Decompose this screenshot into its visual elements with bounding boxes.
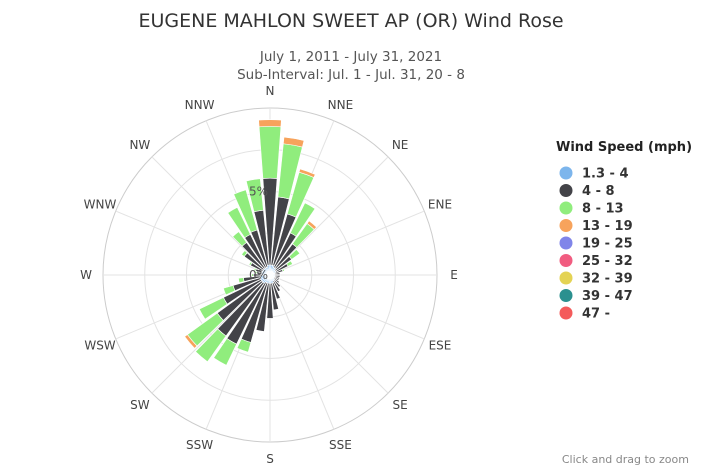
wind-bar-150deg-series-1[interactable] xyxy=(272,280,281,292)
legend-item-7[interactable]: 39 - 47 xyxy=(582,289,633,304)
wind-bar-170deg-series-1[interactable] xyxy=(270,282,279,311)
legend-item-2[interactable]: 8 - 13 xyxy=(582,202,624,217)
direction-label-wsw: WSW xyxy=(84,338,115,352)
legend-swatch-5[interactable] xyxy=(559,254,573,267)
legend-swatch-4[interactable] xyxy=(559,236,573,250)
wind-bar-330deg-series-2[interactable] xyxy=(227,206,251,239)
legend: Wind Speed (mph) 1.3 - 4 4 - 8 8 - 13 13 - … xyxy=(556,140,692,322)
direction-label-ssw: SSW xyxy=(186,438,213,452)
legend-item-0[interactable]: 1.3 - 4 xyxy=(582,167,629,182)
legend-swatch-3[interactable] xyxy=(559,219,573,232)
wind-bar-20deg-series-3[interactable] xyxy=(298,168,316,178)
wind-bar-200deg-series-2[interactable] xyxy=(236,338,252,353)
wind-bar-300deg-series-2[interactable] xyxy=(248,261,253,266)
wind-bar-310deg-series-2[interactable] xyxy=(241,250,248,257)
wind-bars xyxy=(184,119,317,366)
zoom-hint: Click and drag to zoom xyxy=(562,453,689,466)
grid-spoke xyxy=(115,210,271,276)
wind-bar-210deg-series-2[interactable] xyxy=(213,338,237,366)
legend-swatch-6[interactable] xyxy=(559,271,573,285)
wind-bar-10deg-series-3[interactable] xyxy=(283,136,305,148)
direction-label-ese: ESE xyxy=(429,338,452,352)
wind-bar-280deg-series-2[interactable] xyxy=(254,270,258,274)
grid-spoke xyxy=(269,274,389,394)
wind-bar-230deg-series-3[interactable] xyxy=(184,334,198,349)
grid-spoke xyxy=(151,156,271,276)
wind-bar-220deg-series-2[interactable] xyxy=(195,328,227,363)
legend-title: Wind Speed (mph) xyxy=(556,140,692,155)
direction-label-ene: ENE xyxy=(428,198,452,212)
ring-labels: 0% 5% xyxy=(249,185,268,283)
wind-bar-340deg-series-2[interactable] xyxy=(233,189,258,233)
legend-item-3[interactable]: 13 - 19 xyxy=(582,219,633,234)
direction-label-nne: NNE xyxy=(328,98,354,112)
direction-label-nw: NW xyxy=(129,138,150,152)
grid-spoke xyxy=(269,156,389,276)
legend-item-8[interactable]: 47 - xyxy=(582,307,610,322)
legend-swatch-7[interactable] xyxy=(559,289,573,302)
chart-subtitle-date-range: July 1, 2011 - July 31, 2021 xyxy=(259,49,442,65)
grid-spoke xyxy=(269,274,335,430)
wind-bar-320deg-series-2[interactable] xyxy=(232,231,247,247)
direction-label-s: S xyxy=(266,452,274,466)
wind-bar-40deg-series-3[interactable] xyxy=(306,220,317,230)
wind-bar-70deg-series-2[interactable] xyxy=(281,268,285,272)
wind-bar-130deg-series-1[interactable] xyxy=(273,277,280,284)
legend-swatch-1[interactable] xyxy=(559,184,573,197)
legend-item-6[interactable]: 32 - 39 xyxy=(582,272,633,287)
direction-label-e: E xyxy=(450,268,458,282)
chart-subtitle-sub-interval: Sub-Interval: Jul. 1 - Jul. 31, 20 - 8 xyxy=(237,67,465,83)
direction-label-se: SE xyxy=(393,398,408,412)
wind-bar-350deg-series-2[interactable] xyxy=(245,178,264,213)
wind-bar-160deg-series-1[interactable] xyxy=(271,282,281,300)
legend-item-5[interactable]: 25 - 32 xyxy=(582,254,633,269)
direction-label-n: N xyxy=(266,84,275,98)
direction-label-sse: SSE xyxy=(329,438,352,452)
direction-label-wnw: WNW xyxy=(84,198,117,212)
wind-bar-290deg-series-2[interactable] xyxy=(253,267,257,272)
legend-item-4[interactable]: 19 - 25 xyxy=(582,237,633,252)
grid-spoke xyxy=(269,274,425,340)
legend-item-1[interactable]: 4 - 8 xyxy=(582,184,615,199)
direction-label-sw: SW xyxy=(130,398,150,412)
wind-bar-50deg-series-2[interactable] xyxy=(288,248,301,260)
direction-label-ne: NE xyxy=(392,138,409,152)
legend-swatch-0[interactable] xyxy=(559,166,573,180)
wind-bar-250deg-series-2[interactable] xyxy=(223,285,236,296)
ring-label-0: 0% xyxy=(249,268,268,282)
wind-bar-240deg-series-2[interactable] xyxy=(198,297,228,320)
ring-label-5: 5% xyxy=(249,185,268,199)
wind-bar-270deg-series-2[interactable] xyxy=(251,273,254,277)
chart-title: EUGENE MAHLON SWEET AP (OR) Wind Rose xyxy=(138,10,563,32)
wind-bar-60deg-series-2[interactable] xyxy=(286,260,293,267)
grid-spoke xyxy=(269,210,425,276)
direction-label-nnw: NNW xyxy=(185,98,215,112)
legend-swatch-2[interactable] xyxy=(559,201,573,215)
wind-bar-190deg-series-1[interactable] xyxy=(255,282,270,332)
wind-bar-140deg-series-1[interactable] xyxy=(273,279,281,288)
wind-bar-0deg-series-2[interactable] xyxy=(258,126,282,179)
wind-bar-260deg-series-2[interactable] xyxy=(238,277,245,284)
legend-swatch-8[interactable] xyxy=(559,306,573,320)
grid-spoke xyxy=(151,274,271,394)
wind-bar-180deg-series-1[interactable] xyxy=(266,283,274,319)
direction-labels: N NNE NE ENE E ESE SE SSE S SSW SW WSW W WNW NW NNW xyxy=(80,84,458,466)
direction-label-w: W xyxy=(80,268,92,282)
wind-bar-30deg-series-2[interactable] xyxy=(289,202,316,237)
wind-bar-0deg-series-3[interactable] xyxy=(258,119,282,128)
